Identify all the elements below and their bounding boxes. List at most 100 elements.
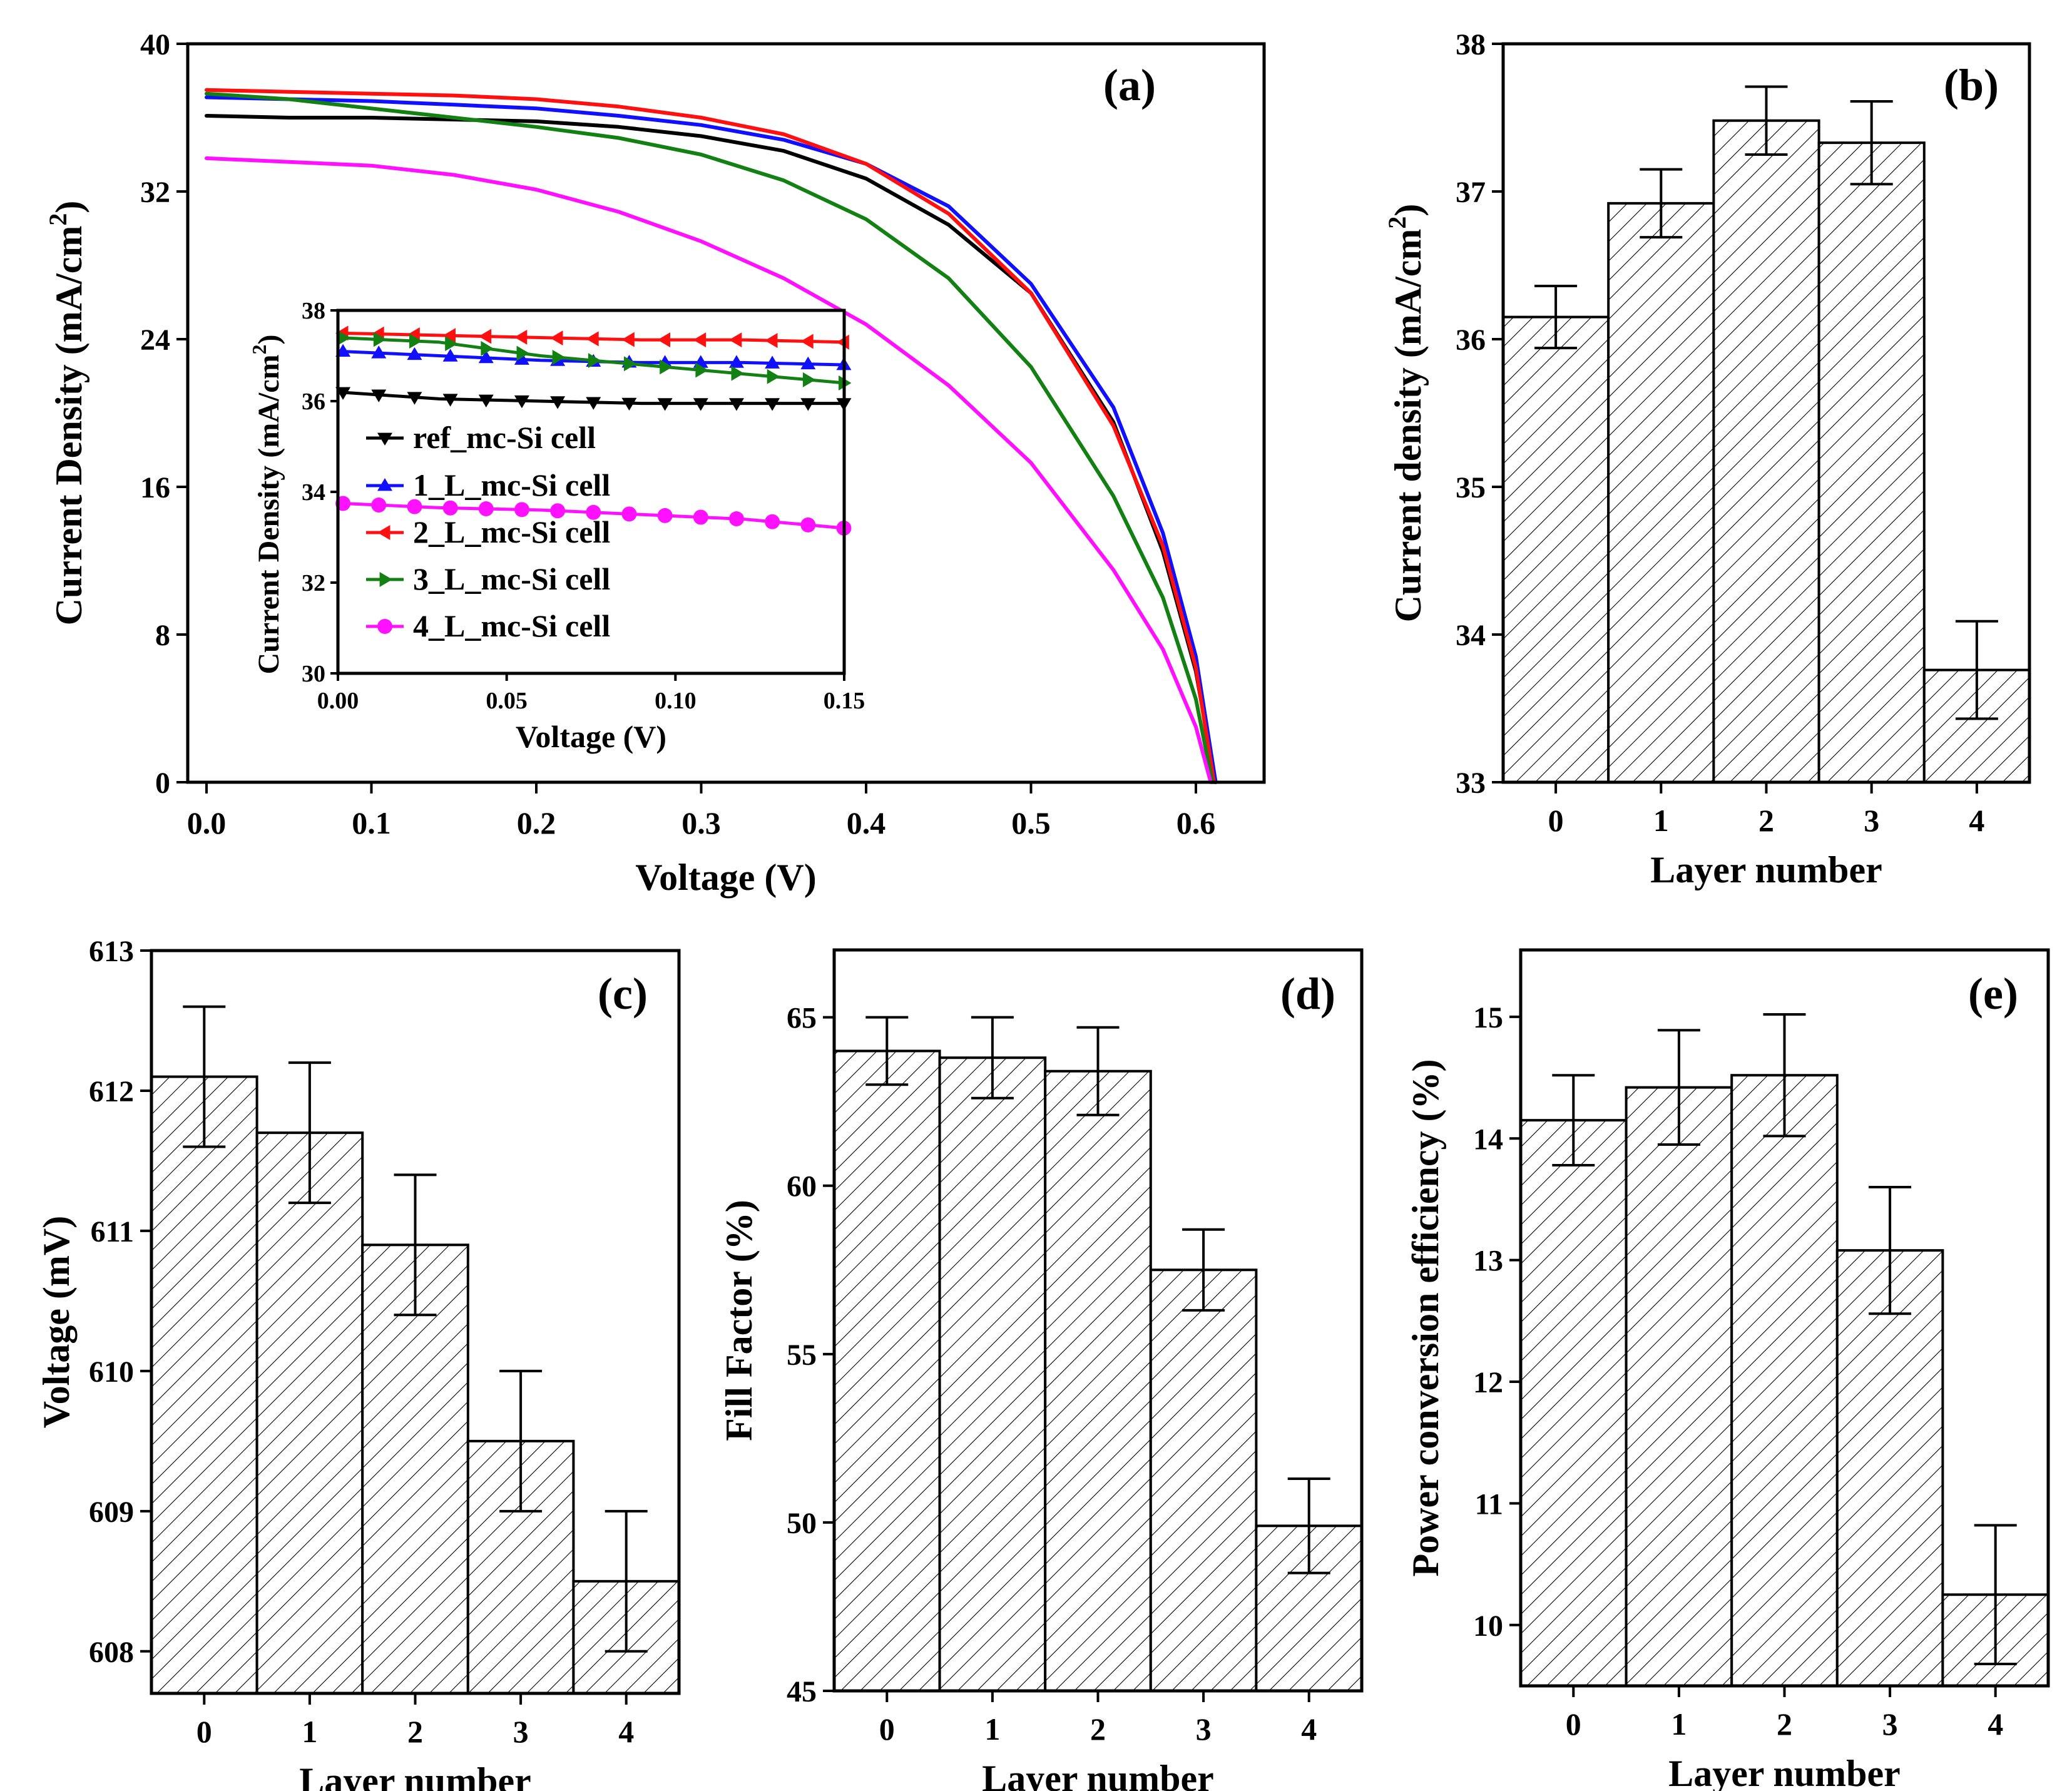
y-axis-label-sup: 2: [1383, 217, 1411, 229]
plot-frame: [186, 42, 1266, 784]
inset-marker-4-4: [478, 501, 494, 517]
inset-x-tick-label-1: 0.05: [486, 688, 528, 714]
inset-marker-2-13: [800, 334, 814, 349]
bar-2: [361, 1243, 469, 1695]
legend-marker-0: [377, 432, 392, 446]
x-axis-label: Layer number: [1668, 1753, 1901, 1791]
plot-frame: [1519, 948, 2050, 1688]
inset-marker-2-8: [621, 332, 635, 347]
inset-marker-3-0: [337, 330, 351, 345]
bar-1: [1607, 202, 1715, 783]
y-tick-label-1: 8: [155, 619, 170, 652]
inset-marker-3-4: [481, 340, 494, 356]
bar-0: [1519, 1119, 1628, 1687]
bar-3: [1835, 1249, 1944, 1687]
y-tick-label-2: 12: [1473, 1366, 1503, 1399]
bar-2: [1730, 1074, 1839, 1687]
y-axis-label-text: Current density (mA/cm: [1387, 229, 1429, 623]
inset-marker-0-8: [621, 397, 637, 411]
inset-x-tick-label-0: 0.00: [317, 688, 359, 714]
x-tick-label-2: 2: [1777, 1707, 1792, 1742]
inset-marker-3-6: [552, 349, 566, 365]
legend-label-3: 3_L_mc-Si cell: [413, 561, 610, 596]
y-tick-label-5: 15: [1473, 1001, 1503, 1034]
x-tick-label-2: 2: [1758, 803, 1774, 838]
y-tick-label-1: 50: [787, 1507, 817, 1540]
y-tick-label-0: 33: [1456, 767, 1486, 800]
inset-chart: 0.00 0.05 0.10 0.15 30 32 34 36 38 Voltage (V) Cur…: [248, 298, 865, 754]
y-tick-label-4: 37: [1456, 176, 1486, 209]
legend: ref_mc-Si cell 1_L_mc-Si cell 2_L_mc-Si ce…: [366, 420, 610, 643]
inset-x-axis-label: Voltage (V): [516, 719, 666, 754]
inset-x-tick-label-2: 0.10: [655, 688, 697, 714]
y-axis-label: Voltage (mV): [36, 1216, 77, 1428]
inset-y-tick-label-4: 38: [302, 298, 325, 324]
panel-d: 0 1 2 3 4 45 50 55 60 65 Layer number Fill Factor (…: [718, 948, 1364, 1791]
inset-marker-2-3: [442, 328, 456, 344]
inset-marker-2-7: [586, 331, 599, 347]
inset-marker-4-2: [407, 499, 422, 514]
inset-marker-0-5: [514, 395, 529, 409]
y-tick-label-3: 24: [140, 324, 170, 357]
inset-marker-3-7: [588, 353, 601, 369]
x-axis-label: Layer number: [1650, 849, 1882, 890]
inset-marker-3-8: [624, 356, 637, 372]
x-tick-label-4: 4: [1301, 1712, 1317, 1747]
inset-marker-1-5: [514, 352, 529, 365]
panel-a: 0.0 0.1 0.2 0.3 0.4 0.5 0.6 0 8 16 24 32 40 Voltage (…: [44, 28, 1266, 898]
x-tick-label-1: 1: [984, 1712, 1000, 1747]
x-tick-label-3: 3: [1882, 1707, 1898, 1742]
panel-label: (c): [598, 969, 648, 1019]
y-axis-label-close: ): [1387, 204, 1429, 217]
x-tick-label-4: 0.4: [847, 805, 886, 840]
inset-marker-0-4: [478, 394, 494, 408]
inset-marker-3-12: [767, 369, 780, 384]
bar-1: [938, 1056, 1047, 1692]
legend-marker-4: [377, 619, 392, 634]
inset-marker-1-3: [442, 349, 458, 362]
bar-2: [1712, 119, 1820, 784]
inset-marker-1-1: [371, 345, 387, 359]
inset-marker-0-10: [693, 398, 708, 411]
inset-marker-0-7: [586, 397, 601, 410]
x-axis-label: Layer number: [299, 1760, 531, 1791]
bar-1: [255, 1131, 364, 1695]
series-line-3: [205, 91, 1215, 784]
x-tick-label-1: 1: [302, 1714, 317, 1749]
inset-marker-2-12: [765, 333, 778, 349]
x-tick-label-0: 0: [879, 1712, 895, 1747]
legend-marker-2: [377, 525, 390, 540]
inset-marker-4-8: [621, 506, 637, 522]
inset-frame: [336, 309, 846, 675]
legend-label-1: 1_L_mc-Si cell: [413, 467, 610, 503]
bar-3: [1149, 1268, 1258, 1692]
inset-marker-4-12: [765, 514, 780, 529]
x-tick-label-0: 0: [196, 1714, 212, 1749]
y-axis-label: Current Density (mA/cm2): [44, 201, 89, 626]
x-tick-label-4: 4: [618, 1714, 634, 1749]
x-tick-label-3: 0.3: [681, 805, 721, 840]
inset-marker-2-11: [728, 332, 742, 348]
series-line-2: [205, 88, 1216, 784]
x-tick-label-0: 0: [1566, 1707, 1581, 1742]
y-tick-label-3: 611: [91, 1215, 134, 1248]
x-tick-label-5: 0.5: [1011, 805, 1051, 840]
legend-marker-3: [379, 572, 392, 587]
y-tick-label-4: 612: [89, 1075, 134, 1108]
legend-marker-1: [377, 478, 392, 491]
inset-marker-4-7: [586, 504, 601, 520]
panel-label: (e): [1968, 969, 2018, 1019]
y-axis-label-text: Fill Factor (%): [718, 1200, 760, 1441]
y-axis-label-sup: 2: [44, 213, 72, 226]
y-axis-label-text: Current Density (mA/cm: [48, 226, 89, 626]
x-axis-label: Voltage (V): [635, 857, 816, 898]
x-tick-label-3: 3: [513, 1714, 529, 1749]
inset-marker-3-13: [802, 372, 816, 387]
panel-label: (b): [1944, 60, 1999, 110]
inset-y-tick-label-2: 34: [302, 479, 325, 506]
y-axis-label-text: Power conversion efficiency (%): [1405, 1059, 1446, 1577]
